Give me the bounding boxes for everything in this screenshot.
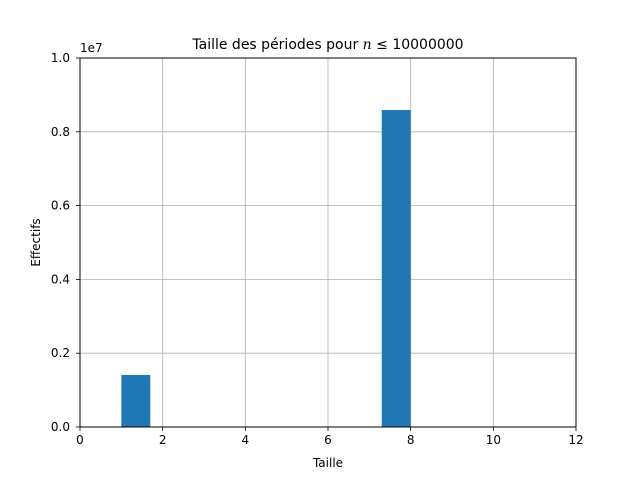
y-tick-label: 0.4 xyxy=(51,272,70,286)
x-tick-label: 6 xyxy=(324,433,332,447)
x-tick-label: 8 xyxy=(407,433,415,447)
y-axis-ticks: 0.0 0.2 0.4 0.6 0.8 1.0 xyxy=(51,51,80,434)
x-tick-label: 4 xyxy=(242,433,250,447)
x-axis-ticks: 0 2 4 6 8 10 12 xyxy=(76,427,584,447)
y-tick-label: 0.6 xyxy=(51,199,70,213)
x-tick-label: 0 xyxy=(76,433,84,447)
y-tick-label: 1.0 xyxy=(51,51,70,65)
chart-title: Taille des périodes pour n ≤ 10000000 xyxy=(191,37,463,53)
y-tick-label: 0.0 xyxy=(51,420,70,434)
y-offset-label: 1e7 xyxy=(80,41,103,55)
bars xyxy=(121,110,411,428)
grid xyxy=(79,57,577,428)
y-tick-label: 0.8 xyxy=(51,125,70,139)
y-axis-label: Effectifs xyxy=(29,218,43,266)
bar-1 xyxy=(121,374,151,427)
x-axis-label: Taille xyxy=(312,456,343,470)
x-tick-label: 2 xyxy=(159,433,167,447)
y-tick-label: 0.2 xyxy=(51,346,70,360)
x-tick-label: 12 xyxy=(568,433,583,447)
bar-2 xyxy=(381,110,411,428)
x-tick-label: 10 xyxy=(486,433,501,447)
